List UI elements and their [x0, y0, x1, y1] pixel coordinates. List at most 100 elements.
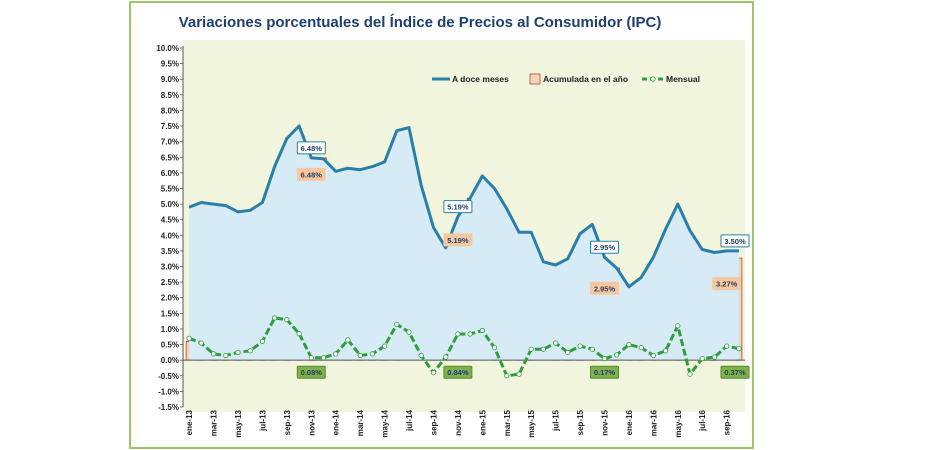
- y-tick-label: 3.5%: [161, 247, 179, 256]
- point-mensual-feb-14: [345, 337, 351, 343]
- point-mensual-dic-15: [614, 352, 620, 358]
- callout-box: [296, 141, 326, 155]
- data-label: 0.84%: [447, 368, 469, 377]
- point-mensual-mar-13: [210, 351, 217, 357]
- legend-label-acumulada: Acumulada en el año: [543, 74, 628, 84]
- x-tick-label: jul-15: [552, 409, 561, 431]
- point-mensual-sep-14: [430, 370, 437, 376]
- point-mensual-jul-14: [406, 329, 412, 335]
- y-tick-label: 2.0%: [161, 294, 179, 303]
- x-tick-label: mar-14: [356, 409, 365, 436]
- x-tick-label: may-14: [381, 409, 390, 437]
- x-tick-label: nov-14: [454, 409, 463, 435]
- callout-box: [296, 167, 326, 181]
- callout-box: [590, 365, 619, 379]
- data-label: 3.27%: [716, 280, 738, 289]
- axes-layer: 10.0% 9.5% 9.0% 8.5% 8.0% 7.5% 7.0% 6.5% 6.0% 5.5…: [156, 44, 745, 438]
- x-tick-label: sep-15: [576, 409, 585, 435]
- point-mensual-sep-13: [284, 316, 290, 323]
- x-tick-label: jul-16: [698, 409, 707, 431]
- point-mensual-dic-14: [467, 331, 473, 337]
- callout-box: [443, 365, 473, 379]
- point-mensual-oct-13: [296, 330, 302, 337]
- chart-title: Variaciones porcentuales del Índice de P…: [179, 14, 662, 31]
- x-tick-label: jul-13: [258, 409, 267, 431]
- data-label: 0.17%: [594, 368, 616, 377]
- point-mensual-oct-15: [589, 346, 595, 352]
- callout-box: [720, 234, 750, 248]
- callout-box: [712, 277, 742, 291]
- point-mensual-abr-16: [662, 348, 669, 354]
- y-tick-label: 9.5%: [161, 60, 179, 69]
- point-mensual-ago-16: [711, 354, 718, 360]
- data-label: 2.95%: [594, 243, 616, 252]
- y-tick-label: 0.0%: [161, 356, 179, 365]
- y-tick-label: -0.5%: [158, 372, 179, 381]
- point-mensual-dic-13: [320, 355, 327, 361]
- point-mensual-may-14: [381, 343, 388, 349]
- callout-box: [720, 365, 750, 379]
- legend-swatch-acumulada: [529, 73, 541, 85]
- callout-box: [296, 365, 326, 379]
- point-mensual-feb-15: [491, 345, 498, 351]
- point-mensual-nov-13: [308, 355, 314, 361]
- point-mensual-jun-13: [247, 348, 253, 354]
- point-mensual-nov-14: [455, 331, 461, 337]
- y-tick-label: 8.5%: [161, 91, 179, 100]
- point-mensual-mar-14: [357, 352, 363, 359]
- x-tick-label: mar-15: [503, 409, 512, 436]
- callout-box: [443, 200, 473, 214]
- callout-box: [443, 233, 473, 247]
- data-label: 6.48%: [301, 144, 323, 153]
- data-label: 0.37%: [724, 368, 746, 377]
- point-mensual-ago-13: [271, 315, 278, 321]
- point-mensual-may-15: [528, 346, 534, 352]
- point-mensual-nov-15: [601, 355, 608, 362]
- x-tick-label: sep-13: [283, 409, 292, 435]
- point-mensual-sep-15: [577, 343, 583, 349]
- y-tick-label: 6.5%: [161, 153, 179, 162]
- data-label: 2.95%: [594, 284, 616, 293]
- legend: A doce meses Acumulada en el año Mensual: [432, 73, 700, 85]
- data-label: 6.48%: [301, 170, 323, 179]
- callout-box: [590, 281, 619, 295]
- point-mensual-ago-15: [565, 349, 571, 355]
- x-tick-label: nov-15: [601, 409, 610, 435]
- point-mensual-mar-15: [504, 373, 510, 379]
- point-mensual-jul-13: [259, 338, 265, 344]
- y-tick-label: 7.0%: [161, 138, 179, 147]
- y-tick-label: 9.0%: [161, 75, 179, 84]
- point-mensual-ene-15: [479, 327, 485, 334]
- data-label: 5.19%: [447, 203, 469, 212]
- legend-label-a-doce-meses: A doce meses: [452, 74, 509, 84]
- x-tick-label: may-13: [234, 409, 243, 437]
- y-tick-label: 6.0%: [161, 169, 179, 178]
- point-mensual-oct-16: [736, 345, 742, 352]
- x-tick-label: may-16: [674, 409, 683, 437]
- data-label: 5.19%: [447, 236, 469, 245]
- point-mensual-ene-13: [186, 335, 192, 341]
- x-tick-label: nov-13: [307, 409, 316, 435]
- point-mensual-jul-15: [552, 340, 559, 346]
- y-tick-label: 10.0%: [156, 44, 179, 53]
- point-mensual-ene-16: [626, 341, 632, 348]
- y-tick-label: 0.5%: [161, 341, 179, 350]
- point-mensual-jun-16: [687, 371, 693, 377]
- callout-box: [590, 240, 619, 254]
- y-tick-label: 2.5%: [161, 278, 179, 287]
- point-mensual-sep-16: [724, 343, 730, 349]
- x-tick-label: jul-14: [405, 409, 414, 431]
- y-tick-label: 1.5%: [161, 309, 179, 318]
- point-mensual-mar-16: [650, 352, 657, 359]
- monthly-layer: [186, 315, 742, 379]
- x-tick-label: mar-13: [210, 409, 219, 436]
- x-tick-label: ene-13: [185, 409, 194, 435]
- data-label: 3.50%: [724, 237, 746, 246]
- series-line-mensual: [188, 316, 740, 378]
- y-tick-label: 7.5%: [161, 122, 179, 131]
- point-mensual-abr-15: [516, 371, 522, 377]
- x-tick-label: ene-16: [625, 409, 634, 435]
- legend-marker-mensual: [650, 76, 656, 82]
- y-tick-label: -1.5%: [158, 403, 179, 412]
